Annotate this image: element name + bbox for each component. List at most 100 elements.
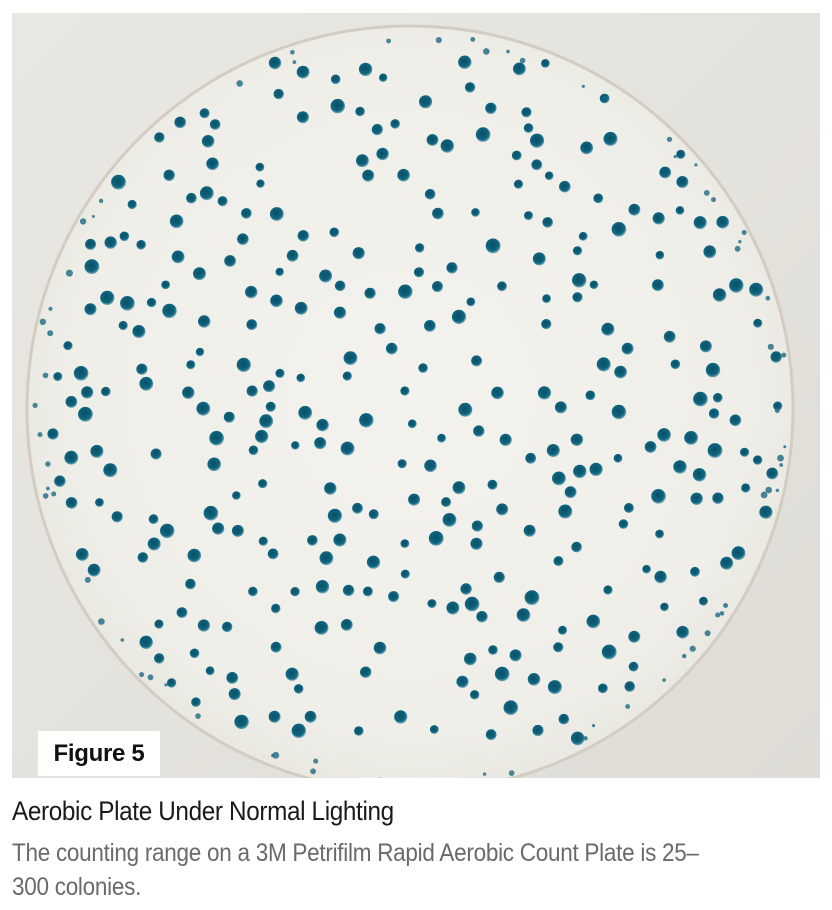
colony [690, 492, 703, 505]
colony [64, 450, 79, 465]
colony [589, 280, 599, 290]
colony [198, 315, 211, 328]
colony [185, 578, 196, 590]
colony [418, 363, 428, 373]
colony [491, 386, 504, 400]
colony [333, 533, 347, 547]
colony [623, 503, 634, 513]
colony [651, 489, 666, 504]
colony [290, 587, 300, 597]
rim-speck [51, 491, 57, 497]
rim-speck [65, 269, 73, 277]
colony [553, 642, 564, 653]
colony [759, 505, 773, 519]
colony [53, 372, 63, 382]
colony [354, 726, 364, 736]
colony [199, 186, 214, 201]
colony [231, 524, 244, 537]
colony [319, 551, 334, 566]
colony [446, 601, 460, 615]
colony [205, 666, 215, 676]
petri-plate-photo: Figure 5 [12, 13, 820, 778]
rim-speck [47, 330, 54, 337]
colony [624, 681, 636, 692]
colony [558, 713, 570, 725]
rim-speck [386, 38, 391, 44]
rim-speck [591, 724, 596, 728]
colony [209, 119, 221, 130]
rim-speck [48, 306, 53, 311]
colony [394, 710, 408, 724]
colony [426, 134, 439, 146]
colony [81, 386, 94, 399]
rim-speck [783, 445, 787, 449]
colony [546, 444, 560, 457]
colony [119, 231, 130, 242]
colony [712, 492, 724, 504]
colony [54, 475, 66, 487]
rim-speck [682, 653, 687, 659]
colony [485, 102, 497, 115]
colony [712, 288, 727, 302]
colony [428, 531, 444, 546]
rim-speck [760, 491, 768, 499]
colony [360, 666, 372, 678]
colony [603, 131, 618, 146]
rim-speck [774, 408, 780, 413]
colony [564, 486, 577, 499]
colony [118, 320, 128, 331]
colony [441, 497, 452, 508]
colony [419, 95, 433, 109]
colony [424, 189, 436, 200]
colony [84, 303, 97, 316]
colony [475, 127, 491, 142]
colony [499, 433, 512, 446]
rim-speck [42, 493, 49, 499]
rim-speck [84, 576, 91, 583]
colony [676, 176, 689, 188]
rim-speck [662, 678, 666, 682]
colony [47, 428, 59, 440]
colony [513, 179, 524, 189]
colony [537, 386, 552, 400]
colony [275, 267, 284, 277]
colony [628, 630, 641, 643]
colony [245, 285, 258, 299]
colony [408, 493, 421, 506]
colony [485, 238, 501, 254]
rim-speck [711, 197, 716, 203]
colony [424, 320, 436, 332]
rim-speck [734, 245, 741, 252]
colony [237, 233, 249, 245]
colony [359, 413, 374, 428]
colony [100, 290, 115, 305]
colony [228, 688, 241, 701]
colony [182, 386, 195, 399]
rim-speck [777, 454, 784, 462]
colony [451, 309, 467, 324]
colony [340, 441, 355, 456]
rim-speck [272, 751, 280, 759]
colony [407, 419, 417, 429]
colony [84, 259, 100, 274]
colony [753, 455, 763, 465]
colony [729, 278, 744, 293]
colony [209, 430, 224, 446]
colony [542, 217, 553, 228]
rim-speck [519, 57, 526, 64]
colony [224, 255, 237, 267]
colony [226, 672, 239, 684]
colony [329, 227, 340, 238]
colony [364, 287, 376, 299]
colony [298, 405, 313, 420]
colony [692, 468, 707, 482]
rim-speck [694, 163, 698, 167]
colony [511, 150, 522, 161]
colony [186, 360, 196, 370]
rim-speck [581, 84, 585, 88]
colony [248, 586, 258, 597]
colony [366, 555, 381, 569]
rim-speck [98, 618, 105, 625]
colony [659, 166, 672, 179]
colony [589, 462, 603, 476]
